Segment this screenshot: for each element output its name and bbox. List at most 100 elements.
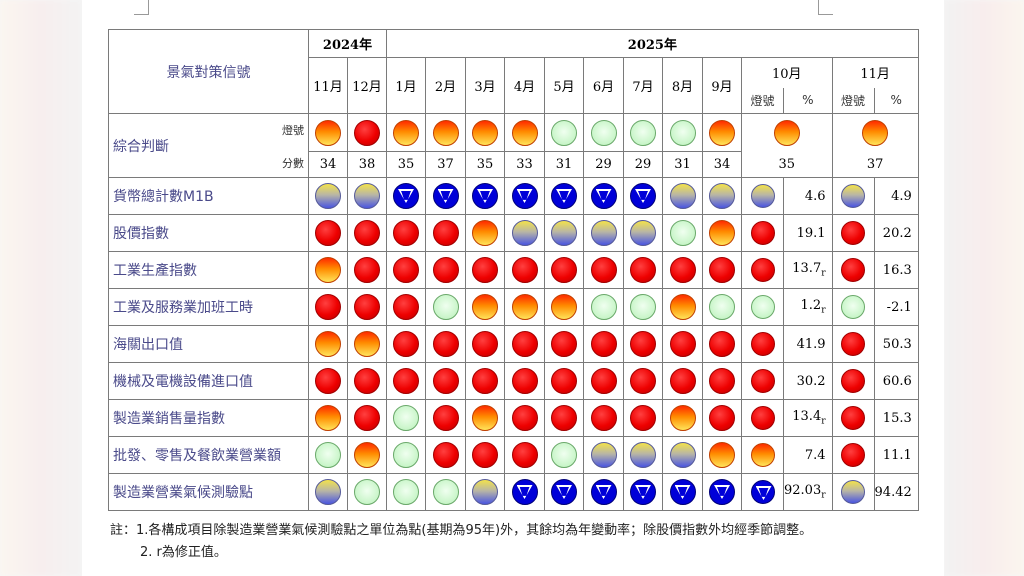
oct-value: 41.9	[796, 336, 826, 352]
signal-cell	[544, 473, 584, 511]
nov-value-cell: 16.3	[873, 251, 919, 289]
signal-cell	[702, 251, 742, 289]
month-header: 12月	[347, 57, 387, 114]
signal-red-icon	[709, 257, 735, 283]
nov-value-cell: 11.1	[873, 436, 919, 474]
signal-yellowred-icon	[315, 331, 341, 357]
signal-yellowblue-icon	[472, 479, 498, 505]
composite-signal-cell	[504, 113, 545, 152]
signal-cell	[386, 214, 426, 252]
signal-green-icon	[750, 295, 775, 319]
month-header: 7月	[623, 57, 663, 114]
signal-red-icon	[750, 369, 775, 393]
oct-signal-cell	[741, 325, 784, 363]
signal-cell	[583, 288, 624, 326]
signal-cell	[544, 214, 584, 252]
signal-red-icon	[354, 257, 380, 283]
signal-cell	[347, 436, 387, 474]
indicator-row: 工業生產指數 13.7r 16.3	[108, 251, 919, 289]
signal-yellowred-icon	[669, 294, 696, 320]
oct-value-cell: 13.7r	[783, 251, 833, 289]
signal-green-icon	[315, 442, 341, 468]
signal-cell	[386, 362, 426, 400]
revised-mark: r	[821, 416, 826, 427]
oct-signal-cell	[741, 436, 784, 474]
signal-red-icon	[354, 368, 380, 394]
signal-blue-icon	[393, 183, 419, 209]
signal-yellowred-icon	[354, 442, 380, 468]
signal-cell	[347, 399, 387, 437]
signal-cell	[465, 177, 505, 215]
signal-yellowred-icon	[393, 119, 419, 146]
signal-cell	[386, 436, 426, 474]
signal-red-icon	[432, 257, 459, 283]
signal-cell	[504, 362, 545, 400]
signal-yellowblue-icon	[841, 480, 866, 504]
month-nov: 11月	[831, 57, 919, 88]
nov-signal-cell	[831, 399, 875, 437]
month-header: 11月	[308, 57, 348, 114]
signal-cell	[347, 362, 387, 400]
composite-signal-cell	[831, 113, 919, 152]
signal-yellowred-icon	[773, 119, 800, 146]
composite-score-cell: 35	[465, 151, 505, 178]
indicator-label: 製造業營業氣候測驗點	[108, 473, 309, 511]
composite-label: 綜合判斷	[113, 138, 169, 155]
indicator-row: 機械及電機設備進口值 30.2 60.6	[108, 362, 919, 400]
signal-green-icon	[551, 442, 577, 468]
signal-red-icon	[432, 220, 459, 246]
signal-cell	[465, 473, 505, 511]
signal-cell	[347, 288, 387, 326]
signal-yellowred-icon	[472, 220, 498, 246]
signal-red-icon	[393, 331, 419, 357]
nov-signal-cell	[831, 177, 875, 215]
signal-yellowred-icon	[709, 220, 735, 246]
signal-cell	[504, 251, 545, 289]
signal-blue-icon	[709, 479, 735, 505]
indicator-label: 貨幣總計數M1B	[108, 177, 309, 215]
year-2024: 2024年	[308, 29, 387, 58]
nov-signal-cell	[831, 251, 875, 289]
indicator-row: 股價指數 19.1 20.2	[108, 214, 919, 252]
signal-cell	[544, 362, 584, 400]
signal-cell	[623, 214, 663, 252]
signal-cell	[425, 399, 466, 437]
oct-value-cell: 19.1	[783, 214, 833, 252]
indicator-row: 工業及服務業加班工時 1.2r -2.1	[108, 288, 919, 326]
composite-score-cell: 38	[347, 151, 387, 178]
signal-red-icon	[841, 406, 866, 430]
signal-cell	[702, 214, 742, 252]
signal-cell	[702, 362, 742, 400]
signal-cell	[544, 251, 584, 289]
month-header: 6月	[583, 57, 624, 114]
oct-value: 92.03	[784, 483, 822, 499]
signal-red-icon	[669, 331, 696, 357]
signal-cell	[623, 399, 663, 437]
signal-yellowblue-icon	[709, 183, 735, 209]
signal-red-icon	[354, 294, 380, 320]
signal-cell	[465, 288, 505, 326]
signal-red-icon	[841, 443, 866, 467]
signal-cell	[386, 251, 426, 289]
signal-cell	[662, 362, 703, 400]
month-header: 2月	[425, 57, 466, 114]
composite-score-cell: 34	[702, 151, 742, 178]
signal-red-icon	[841, 221, 866, 245]
indicator-row: 批發、零售及餐飲業營業額 7.4 11.1	[108, 436, 919, 474]
composite-score-cell: 37	[831, 151, 919, 178]
oct-value: 13.4	[792, 409, 822, 425]
oct-signal-cell	[741, 288, 784, 326]
nov-value-cell: 20.2	[873, 214, 919, 252]
signal-cell	[386, 399, 426, 437]
signal-cell	[544, 177, 584, 215]
oct-signal-cell	[741, 251, 784, 289]
composite-signal-cell	[544, 113, 584, 152]
signal-yellowblue-icon	[630, 442, 656, 468]
signal-cell	[662, 214, 703, 252]
signal-cell	[623, 473, 663, 511]
month-header: 3月	[465, 57, 505, 114]
signal-cell	[583, 399, 624, 437]
signal-yellowred-icon	[551, 294, 577, 320]
signal-green-icon	[432, 479, 459, 505]
indicator-row: 貨幣總計數M1B 4.6 4.9	[108, 177, 919, 215]
